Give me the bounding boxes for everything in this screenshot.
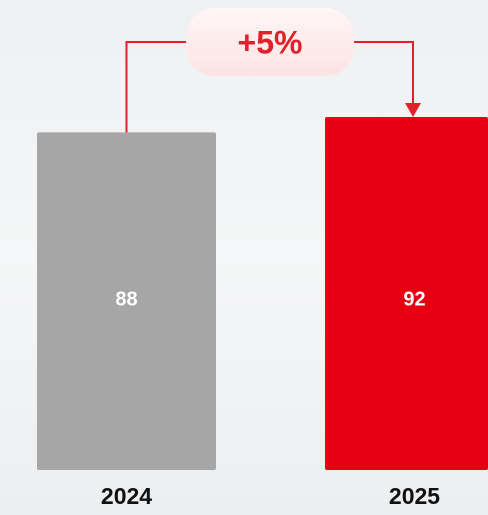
value-label: 92	[403, 288, 425, 310]
x-tick-label: 2025	[389, 483, 440, 509]
annotation-pill	[186, 8, 354, 76]
bar	[325, 117, 488, 470]
bar	[37, 132, 216, 470]
value-label: 88	[115, 288, 137, 310]
annotation: +5%	[238, 24, 303, 60]
arrow-head	[405, 103, 421, 117]
x-tick-label: 2024	[101, 483, 152, 509]
